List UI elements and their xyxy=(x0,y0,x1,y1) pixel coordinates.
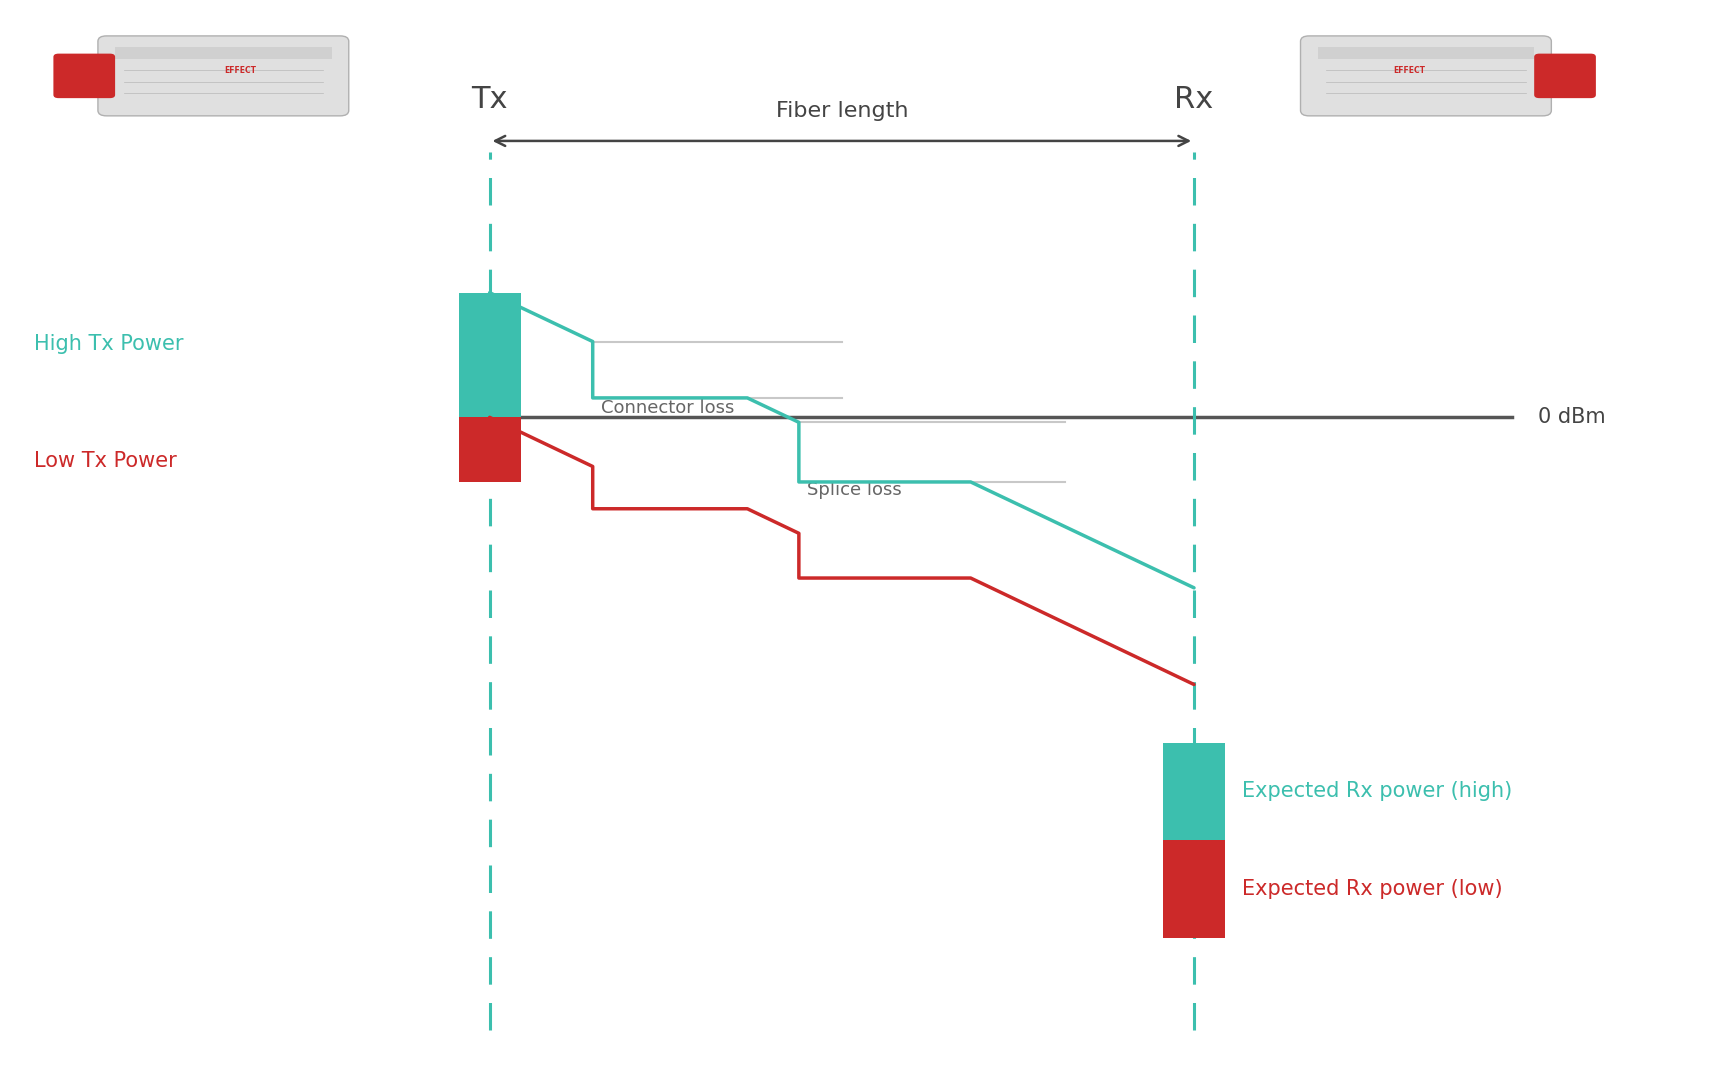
Text: Expected Rx power (low): Expected Rx power (low) xyxy=(1242,879,1503,899)
Bar xyxy=(459,293,521,417)
FancyBboxPatch shape xyxy=(1301,36,1551,116)
Text: Fiber length: Fiber length xyxy=(775,102,909,121)
FancyBboxPatch shape xyxy=(98,36,349,116)
Text: Splice loss: Splice loss xyxy=(807,481,902,499)
Text: Expected Rx power (high): Expected Rx power (high) xyxy=(1242,782,1512,801)
FancyBboxPatch shape xyxy=(53,53,115,99)
Text: EFFECT: EFFECT xyxy=(1393,66,1424,75)
Bar xyxy=(1163,743,1225,840)
Text: 0 dBm: 0 dBm xyxy=(1538,408,1605,427)
Text: Low Tx Power: Low Tx Power xyxy=(34,451,177,470)
Bar xyxy=(115,47,332,60)
Text: EFFECT: EFFECT xyxy=(225,66,256,75)
Text: Rx: Rx xyxy=(1175,85,1213,114)
Text: Connector loss: Connector loss xyxy=(601,399,735,416)
Text: Tx: Tx xyxy=(471,85,509,114)
Bar xyxy=(1318,47,1534,60)
FancyBboxPatch shape xyxy=(1534,53,1596,99)
Bar xyxy=(459,417,521,482)
Text: High Tx Power: High Tx Power xyxy=(34,334,184,354)
Bar xyxy=(1163,840,1225,938)
